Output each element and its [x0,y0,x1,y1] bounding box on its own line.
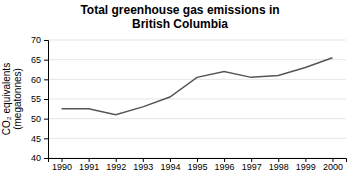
tick-label: 45 [31,134,41,144]
x-axis: 1990 1991 1992 1993 1994 1995 1996 1997 1998 1999… [49,158,347,172]
grid-line [48,118,346,119]
tick-label: 2000 [323,162,343,172]
title: Total greenhouse gas emissions inBritish… [80,3,279,31]
tick-mark [44,158,48,159]
tick: 1998 [269,158,289,172]
tick-label: 1998 [269,162,289,172]
tick: 1999 [296,158,316,172]
tick: 1997 [242,158,262,172]
tick: 1995 [187,158,207,172]
grid-line [48,99,346,100]
tick: 70 [31,35,48,45]
tick-label: 1999 [296,162,316,172]
tick-label: 70 [31,35,41,45]
tick: 55 [31,94,48,104]
axis-line [44,41,49,159]
tick: 1994 [160,158,180,172]
tick-mark [44,119,48,120]
grid [48,40,346,158]
tick: 45 [31,134,48,144]
tick-label: 60 [31,75,41,85]
title-line: Total greenhouse gas emissions in [80,3,279,17]
marks [62,58,333,115]
plot: 1990 1991 1992 1993 1994 1995 1996 1997 1998 1999… [31,35,347,172]
tick: 60 [31,75,48,85]
tick-mark [44,99,48,100]
tick-mark [44,40,48,41]
tick: 1990 [52,158,72,172]
tick: 1991 [79,158,99,172]
tick-label: 1994 [160,162,180,172]
title-line: British Columbia [132,17,228,31]
tick-label: 65 [31,55,41,65]
tick-label: 1993 [133,162,153,172]
grid-line [48,40,346,41]
line [62,58,333,115]
tick-label: 1991 [79,162,99,172]
tick: 1992 [106,158,126,172]
tick-label: 1996 [215,162,235,172]
y-axis: 40 45 50 55 60 65 70 [31,35,49,163]
grid-line [48,59,346,60]
chart: Total greenhouse gas emissions inBritish… [0,0,360,180]
y-axis-title: CO₂ equivalents(megatonnes) [1,63,23,135]
tick-label: 1997 [242,162,262,172]
tick: 1993 [133,158,153,172]
y-axis-title-line: (megatonnes) [12,68,23,130]
tick-mark [44,79,48,80]
tick-label: 1990 [52,162,72,172]
tick: 50 [31,114,48,124]
y-axis-title-line: CO₂ equivalents [1,63,12,135]
tick-mark [44,138,48,139]
tick-label: 55 [31,94,41,104]
tick: 2000 [323,158,343,172]
grid-line [48,79,346,80]
tick-label: 40 [31,153,41,163]
tick-label: 1992 [106,162,126,172]
tick-label: 1995 [187,162,207,172]
tick: 65 [31,55,48,65]
tick-mark [44,60,48,61]
tick: 40 [31,153,48,163]
tick: 1996 [215,158,235,172]
grid-line [48,138,346,139]
tick-label: 50 [31,114,41,124]
